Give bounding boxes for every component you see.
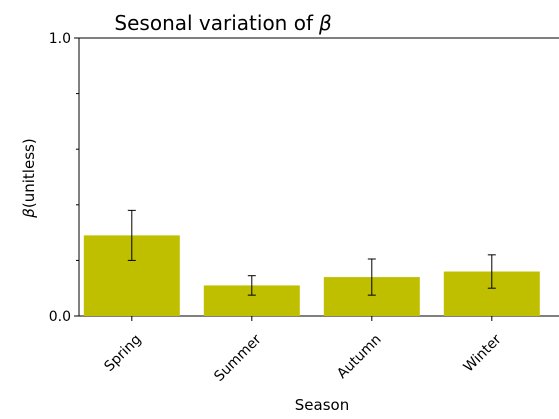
y-axis-label-text: (unitless) — [20, 138, 38, 208]
chart-title: Sesonal variation of — [114, 11, 314, 35]
y-axis-label-group: β(unitless) — [20, 138, 38, 218]
x-tick-label-spring: Spring — [101, 332, 144, 375]
chart-title-group: Sesonal variation of β — [114, 11, 332, 35]
x-ticks-group: Spring Summer Autumn Winter — [101, 316, 505, 385]
y-tick-label: 0.0 — [49, 309, 71, 325]
y-axis-label: β(unitless) — [20, 138, 38, 218]
x-axis-label: Season — [295, 396, 349, 414]
x-tick-label-autumn: Autumn — [334, 332, 384, 382]
error-bars-group — [127, 209, 496, 296]
x-tick-label-winter: Winter — [461, 331, 505, 375]
x-tick-label-summer: Summer — [211, 331, 264, 384]
bars-group — [83, 235, 540, 316]
y-tick-label: 1.0 — [49, 31, 71, 47]
y-ticks-group: 0.0 1.0 — [49, 31, 79, 325]
chart-title-symbol: β — [318, 11, 332, 35]
y-axis-label-symbol: β — [20, 208, 38, 219]
